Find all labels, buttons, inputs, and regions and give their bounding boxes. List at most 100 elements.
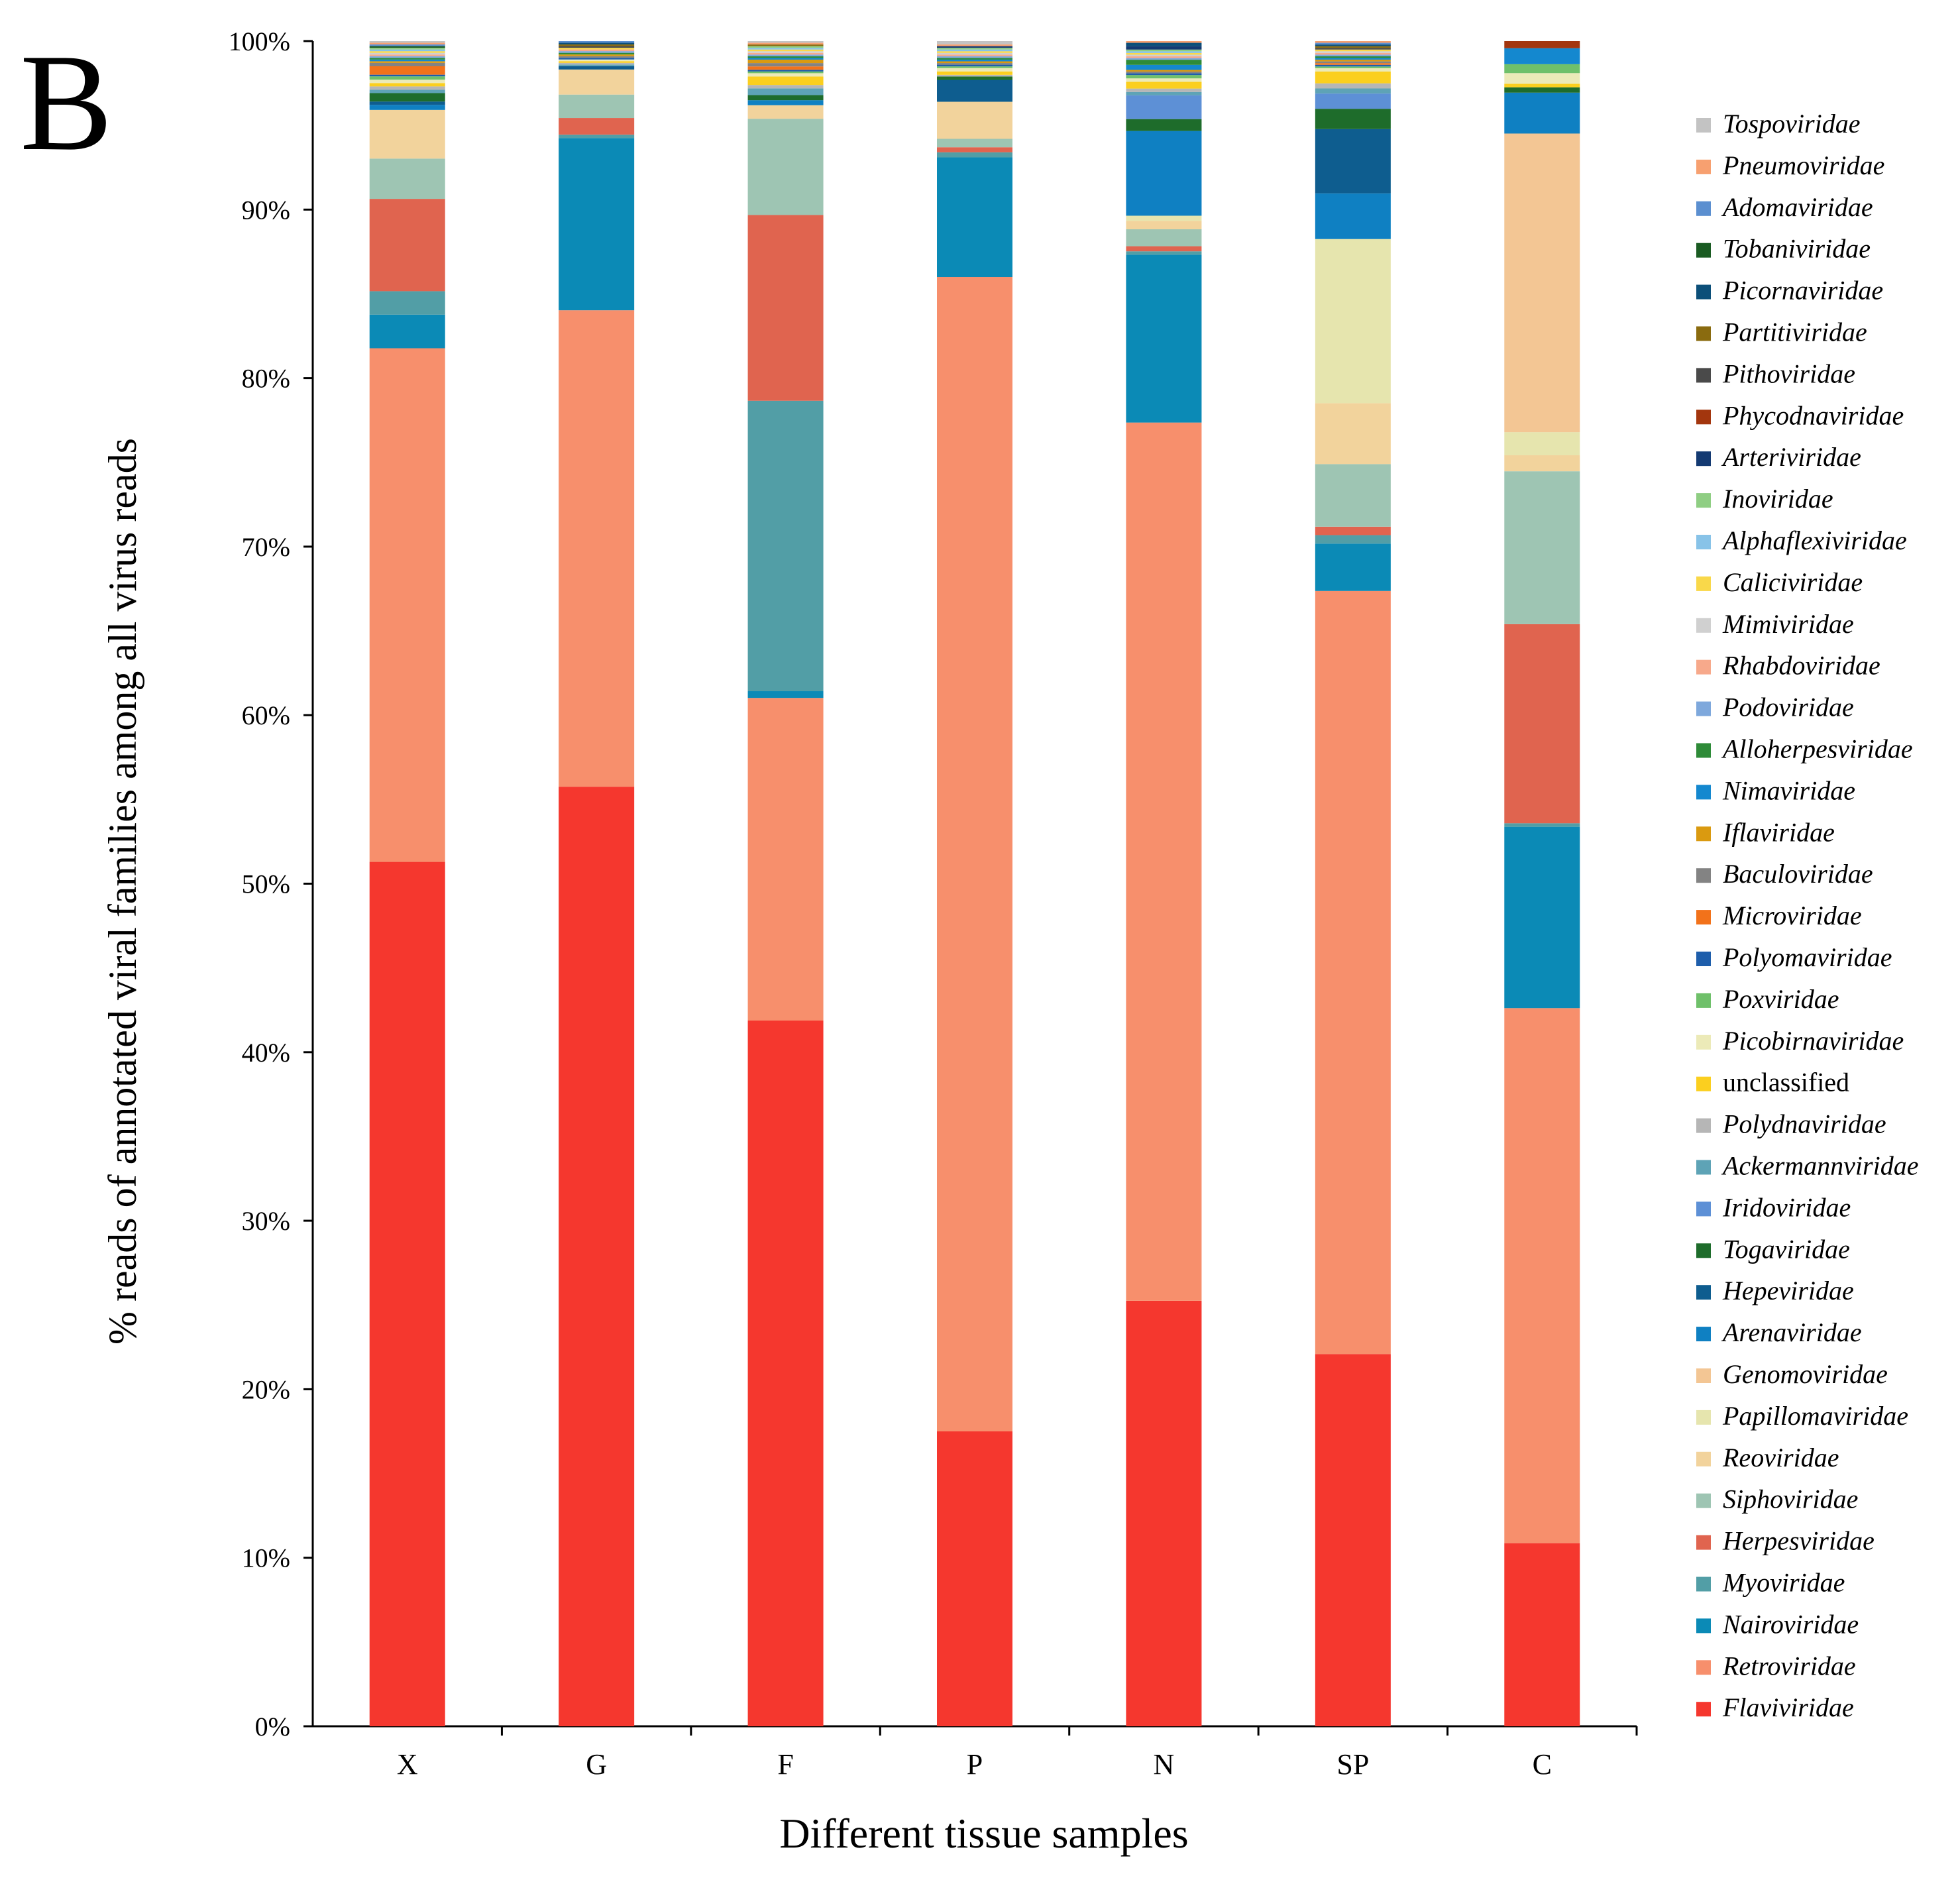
legend-swatch [1696, 826, 1711, 842]
legend-swatch [1696, 1327, 1711, 1342]
bar-segment-poxviridae-n [1126, 75, 1202, 79]
bar-segment-iridoviridae-n [1126, 95, 1202, 119]
y-tick-label: 90% [242, 195, 290, 225]
legend-label: Poxviridae [1722, 984, 1839, 1014]
bar-segment-myoviridae-x [369, 291, 445, 315]
bar-segment-iflaviridae-f [747, 60, 824, 64]
bar-segment-arenaviridae-n [1126, 131, 1202, 216]
legend-swatch [1696, 410, 1711, 425]
legend-label: Mimiviridae [1722, 609, 1854, 639]
bar-segment-alphaflexiviridae-x [369, 49, 445, 52]
bar-segment-papillomaviridae-n [1126, 215, 1202, 221]
y-axis-label: % reads of annotated viral families amon… [101, 438, 144, 1345]
bar-segment-papillomaviridae-sp [1315, 239, 1391, 404]
bar-segment-flaviviridae-sp [1315, 1354, 1391, 1726]
bar-segment-polyomaviridae-x [369, 74, 445, 77]
bar-segment-myoviridae-p [937, 152, 1012, 158]
bar-segment-nimaviridae-x [369, 59, 445, 62]
x-tick-label: G [586, 1748, 607, 1781]
legend-label: Togaviridae [1723, 1234, 1850, 1264]
legend-label: Rhabdoviridae [1722, 651, 1880, 681]
bar-segment-rhabdoviridae-p [937, 54, 1012, 56]
bar-segment-polydnaviridae-x [369, 86, 445, 90]
legend-swatch [1696, 785, 1711, 800]
legend-swatch [1696, 368, 1711, 383]
bar-segment-poxviridae-sp [1315, 66, 1391, 68]
bar-segment-nimaviridae-c [1504, 48, 1580, 64]
legend-swatch [1696, 868, 1711, 883]
x-tick-label: N [1154, 1748, 1175, 1781]
bar-segment-flaviviridae-x [369, 861, 445, 1726]
legend-label: Alphaflexiviridae [1721, 526, 1907, 555]
legend-label: Microviridae [1722, 901, 1862, 930]
legend-swatch [1696, 1577, 1711, 1592]
bar-segment-arenaviridae-f [747, 100, 824, 105]
bar-segment-togaviridae-f [747, 95, 824, 101]
bar-segment-mimiviridae-f [747, 51, 824, 53]
bar-segment-flaviviridae-c [1504, 1543, 1580, 1726]
bar-segment-iflaviridae-x [369, 61, 445, 63]
bar-segment-polydnaviridae-g [559, 62, 635, 65]
legend-label: Arteriviridae [1721, 442, 1861, 472]
bar-segment-reoviridae-x [369, 109, 445, 159]
bar-segment-alphaflexiviridae-n [1126, 51, 1202, 53]
bar-segment-nairoviridae-sp [1315, 543, 1391, 591]
y-tick-label: 100% [229, 27, 290, 56]
y-tick-label: 20% [242, 1374, 290, 1404]
x-tick-label: SP [1336, 1748, 1369, 1781]
bar-segment-ackermannviridae-x [369, 89, 445, 93]
bar-segment-nairoviridae-p [937, 157, 1012, 278]
bar-segment-polydnaviridae-p [937, 74, 1012, 77]
legend-swatch [1696, 535, 1711, 549]
legend: Tospoviridae Pneumoviridae Adomaviridae Tob… [1696, 109, 1918, 1722]
bar-segment-microviridae-f [747, 66, 824, 70]
bar-segment-picornaviridae-n [1126, 42, 1202, 46]
legend-swatch [1696, 1034, 1711, 1050]
bar-segment-myoviridae-g [559, 135, 635, 138]
bar-segment-unclassified-x [369, 83, 445, 87]
bar-segment-togaviridae-c [1504, 87, 1580, 93]
bars [369, 41, 1580, 1726]
bar-segment-unclassified-c [1504, 83, 1580, 87]
legend-label: Nairoviridae [1722, 1609, 1859, 1639]
bar-segment-unclassified-n [1126, 82, 1202, 89]
bar-segment-retroviridae-n [1126, 422, 1202, 1301]
legend-label: Podoviridae [1722, 692, 1854, 722]
bar-segment-inoviridae-x [369, 48, 445, 50]
legend-label: Alloherpesviridae [1721, 734, 1913, 764]
bar-segment-caliciviridae-f [747, 49, 824, 52]
legend-label: unclassified [1723, 1068, 1849, 1097]
legend-swatch [1696, 993, 1711, 1008]
bar-segment-hepeviridae-sp [1315, 129, 1391, 194]
y-tick-label: 60% [242, 700, 290, 730]
bar-segment-polyomaviridae-f [747, 70, 824, 72]
bar-segment-ackermannviridae-f [747, 88, 824, 95]
bar-segment-nimaviridae-n [1126, 64, 1202, 70]
bar-segment-nairoviridae-x [369, 314, 445, 349]
bar-segment-siphoviridae-x [369, 158, 445, 199]
bar-segment-polydnaviridae-n [1126, 88, 1202, 92]
bar-segment-rhabdoviridae-sp [1315, 52, 1391, 55]
bar-segment-baculoviridae-n [1126, 72, 1202, 74]
legend-label: Ackermannviridae [1721, 1151, 1918, 1181]
legend-swatch [1696, 743, 1711, 758]
legend-label: Genomoviridae [1723, 1359, 1888, 1389]
bar-segment-poxviridae-p [937, 66, 1012, 68]
bar-segment-myoviridae-n [1126, 251, 1202, 255]
bar-segment-nairoviridae-c [1504, 826, 1580, 1009]
bar-segment-phycodnaviridae-c [1504, 41, 1580, 48]
x-axis-label: Different tissue samples [779, 1810, 1188, 1857]
legend-swatch [1696, 1160, 1711, 1175]
legend-label: Tospoviridae [1723, 109, 1860, 138]
legend-swatch [1696, 659, 1711, 675]
bar-segment-arenaviridae-c [1504, 92, 1580, 134]
legend-swatch [1696, 243, 1711, 258]
bar-segment-caliciviridae-sp [1315, 49, 1391, 52]
bar-segment-pneumoviridae-x [369, 42, 445, 45]
bar-segment-nairoviridae-g [559, 138, 635, 311]
y-tick-label: 0% [255, 1712, 290, 1742]
bar-segment-picobirnaviridae-sp [1315, 68, 1391, 72]
legend-swatch [1696, 1451, 1711, 1467]
bar-segment-caliciviridae-p [937, 51, 1012, 53]
legend-label: Pneumoviridae [1722, 150, 1884, 180]
